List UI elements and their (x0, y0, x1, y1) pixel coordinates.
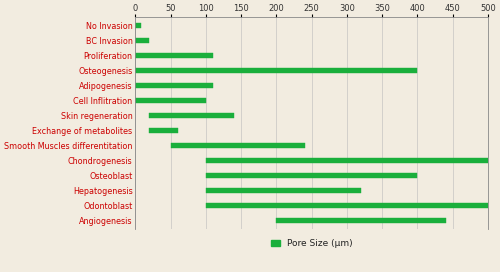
Bar (206, 203, 488, 208)
Legend: Pore Size (μm): Pore Size (μm) (267, 236, 356, 252)
Bar (136, 68, 418, 73)
Bar (136, 38, 149, 44)
Bar (136, 23, 141, 29)
Bar (170, 143, 304, 149)
Bar (136, 53, 213, 58)
Bar (276, 218, 446, 223)
Bar (150, 128, 178, 133)
Bar (206, 158, 488, 163)
Bar (136, 83, 213, 88)
Bar (150, 113, 234, 118)
Bar (136, 98, 206, 103)
Bar (206, 188, 361, 193)
Bar (206, 173, 418, 178)
